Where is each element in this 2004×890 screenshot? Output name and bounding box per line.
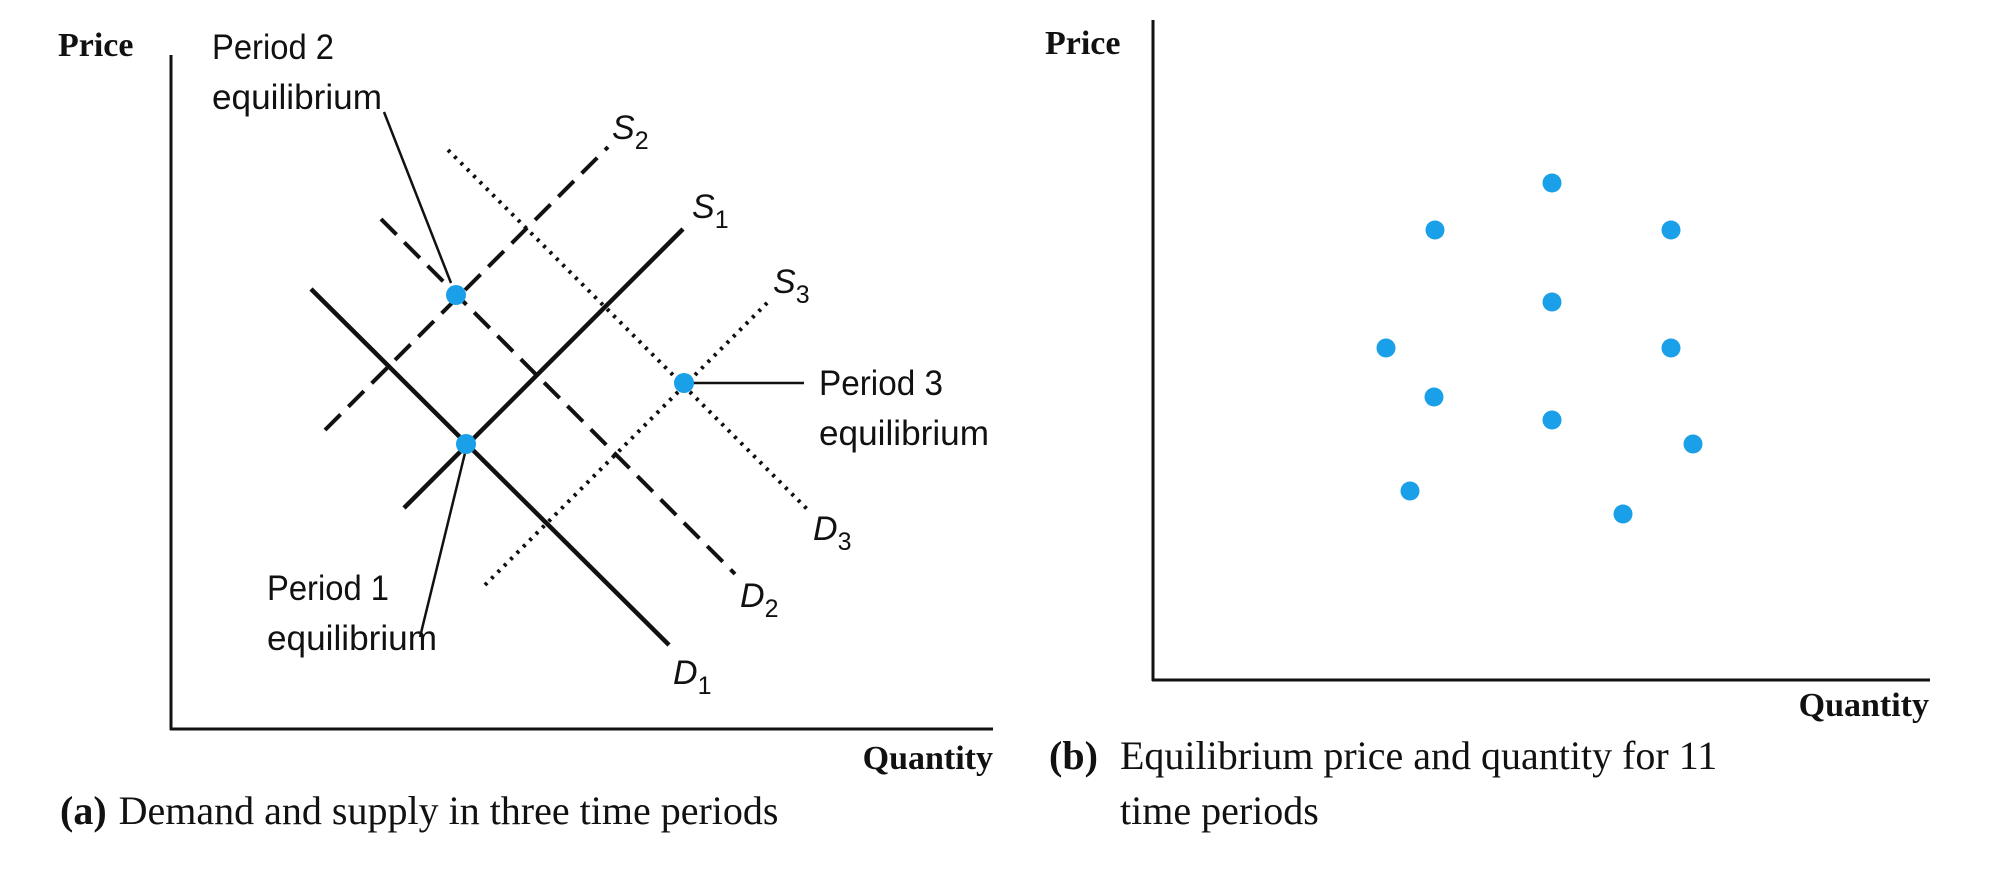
label-d1: D1 [673, 654, 711, 700]
label-s3: S3 [773, 263, 810, 309]
panel-b-x-axis-label: Quantity [1799, 687, 1929, 724]
label-s2: S2 [612, 109, 649, 155]
leader-period1 [418, 452, 467, 638]
label-d2: D2 [740, 577, 778, 623]
observation-point [1542, 173, 1562, 193]
annotation-period3-line2: equilibrium [819, 414, 989, 453]
equilibrium-point-period2 [446, 285, 466, 305]
curve-d3 [446, 148, 810, 512]
annotation-period3-line1: Period 3 [819, 364, 943, 403]
panel-a-x-axis-label: Quantity [863, 740, 993, 777]
leader-period2 [382, 111, 453, 284]
observation-point [1424, 387, 1444, 407]
observation-point [1400, 481, 1420, 501]
panel-a: Price Quantity S2 S1 S3 D3 D2 D1 Period … [58, 27, 993, 833]
panel-a-caption: (a) Demand and supply in three time perio… [60, 788, 778, 833]
curve-d2 [379, 217, 737, 576]
observation-point [1542, 410, 1562, 430]
panel-b-caption-line1: (b) Equilibrium price and quantity for 11 [1049, 733, 1717, 778]
observation-point [1661, 338, 1681, 358]
label-s1: S1 [692, 188, 729, 234]
observation-point [1542, 292, 1562, 312]
curve-s3 [483, 298, 772, 587]
annotation-period1-line1: Period 1 [267, 569, 389, 608]
observation-point [1425, 220, 1445, 240]
panel-b-y-axis-label: Price [1045, 25, 1121, 62]
observation-point [1661, 220, 1681, 240]
curve-s2 [323, 145, 610, 432]
equilibrium-point-period3 [674, 373, 694, 393]
observation-point [1613, 504, 1633, 524]
annotation-period2-line1: Period 2 [212, 28, 334, 67]
observation-point [1683, 434, 1703, 454]
observation-point [1376, 338, 1396, 358]
panel-b-caption-line2: time periods [1120, 788, 1319, 833]
curve-d1 [309, 287, 671, 647]
curve-s1 [402, 227, 685, 510]
panel-b: Price Quantity (b) Equilibrium price and … [1045, 20, 1930, 833]
annotation-period1-line2: equilibrium [267, 619, 437, 658]
label-d3: D3 [813, 510, 851, 556]
annotation-period2-line2: equilibrium [212, 78, 382, 117]
equilibrium-point-period1 [456, 434, 476, 454]
panel-a-y-axis-label: Price [58, 27, 134, 64]
